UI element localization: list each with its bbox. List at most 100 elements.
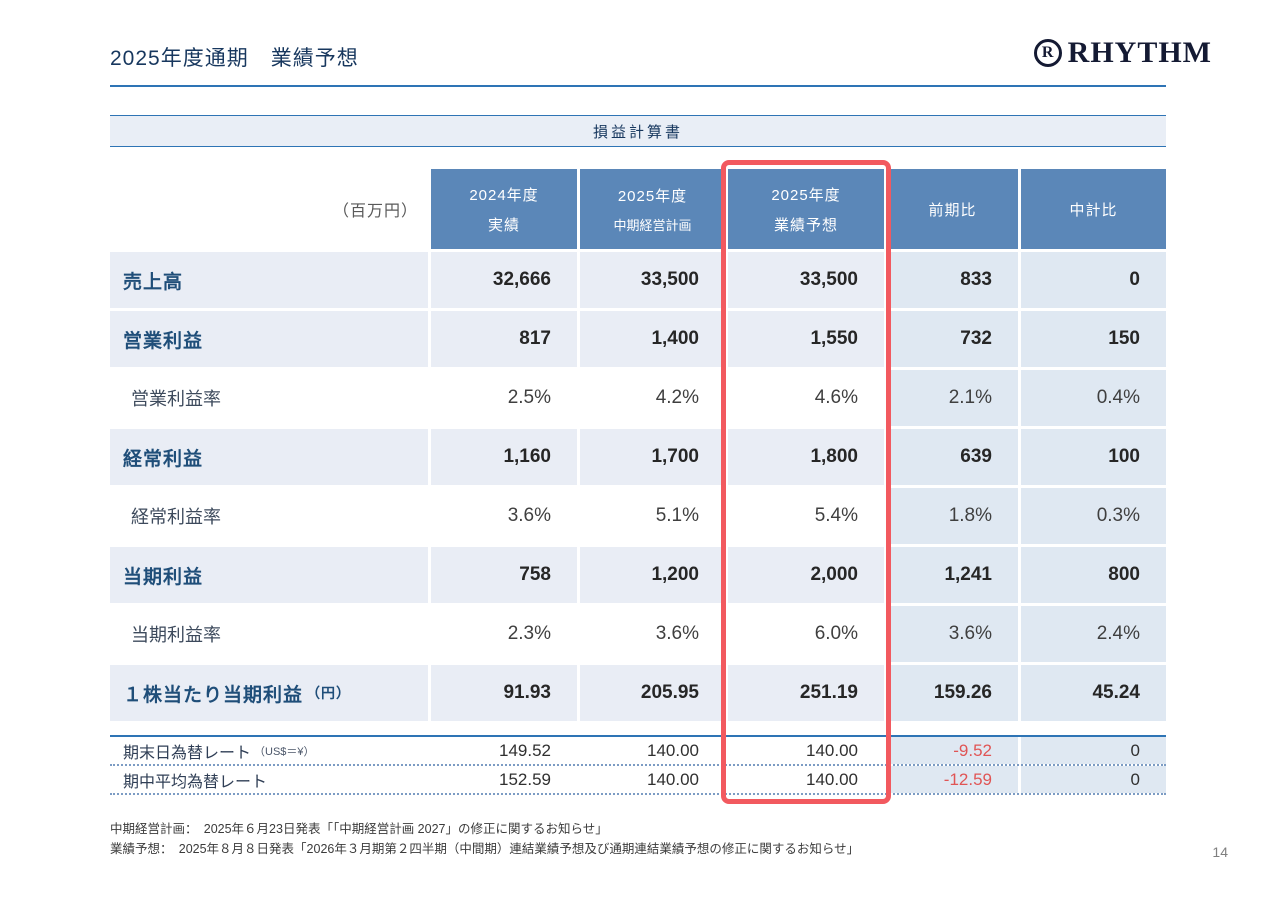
table-cell: 0.3% [1021,488,1166,544]
table-cell: 1,200 [580,547,725,603]
table-cell: 140.00 [580,737,725,764]
table-cell: 150 [1021,311,1166,367]
title-underline [110,85,1166,87]
table-cell: 1,400 [580,311,725,367]
table-cell: 3.6% [887,606,1018,662]
column-header-line1: 2025年度 [617,187,688,205]
table-cell: 33,500 [580,252,725,308]
row-label: 経常利益 [110,429,428,485]
table-row-average-fx-rate: 期中平均為替レート 152.59 140.00 140.00 -12.59 0 [110,766,1166,795]
row-label: 売上高 [110,252,428,308]
table-cell: 2.1% [887,370,1018,426]
table-cell: 0 [1021,737,1166,764]
column-header-vs-midterm-plan: 中計比 [1021,169,1166,249]
rhythm-logo-text: RHYTHM [1067,36,1212,69]
table-cell: 1,550 [728,311,884,367]
column-header-line2: 中期経営計画 [613,217,692,233]
footnote-forecast: 業績予想： 2025年８月８日発表「2026年３月期第２四半期（中間期）連結業績… [110,842,860,856]
footnotes: 中期経営計画： 2025年６月23日発表「「中期経営計画 2027」の修正に関す… [110,819,1166,859]
table-row-net-sales: 売上高 32,666 33,500 33,500 833 0 [110,252,1166,308]
row-label: 期末日為替レート （US$＝¥） [110,737,428,764]
table-cell: 639 [887,429,1018,485]
table-cell: 800 [1021,547,1166,603]
row-label-text: 期末日為替レート [123,744,252,762]
footnote-midterm-plan: 中期経営計画： 2025年６月23日発表「「中期経営計画 2027」の修正に関す… [110,822,608,836]
table-cell: 0 [1021,766,1166,793]
row-label-unit: （US$＝¥） [254,745,315,758]
column-header-line2: 実績 [487,216,520,234]
table-cell: 149.52 [431,737,577,764]
table-cell: 45.24 [1021,665,1166,721]
table-cell: 758 [431,547,577,603]
table-cell: 3.6% [431,488,577,544]
table-cell: 4.6% [728,370,884,426]
row-label: 営業利益率 [110,370,428,426]
table-cell: 32,666 [431,252,577,308]
table-band: 損益計算書 [110,115,1166,147]
page-title: 2025年度通期 業績予想 [110,47,359,70]
row-label-text: １株当たり当期利益 [123,684,304,706]
column-header-fy2024-actual: 2024年度 実績 [431,169,577,249]
table-cell: 1,800 [728,429,884,485]
table-cell: 0.4% [1021,370,1166,426]
page-number: 14 [1212,844,1228,860]
row-label-text: 期中平均為替レート [123,773,268,791]
table-row-net-margin: 当期利益率 2.3% 3.6% 6.0% 3.6% 2.4% [110,606,1166,662]
table-cell: 5.1% [580,488,725,544]
row-label-unit: （円） [306,685,352,701]
table-cell: 100 [1021,429,1166,485]
column-header-line2: 業績予想 [773,216,838,234]
table-row-eps: １株当たり当期利益 （円） 91.93 205.95 251.19 159.26… [110,665,1166,721]
table-cell: 817 [431,311,577,367]
table-cell: 2.4% [1021,606,1166,662]
table-cell: 159.26 [887,665,1018,721]
table-cell: 1,700 [580,429,725,485]
table-cell: 2,000 [728,547,884,603]
rhythm-logo: R RHYTHM [1033,36,1212,70]
table-cell: 152.59 [431,766,577,793]
table-cell: 0 [1021,252,1166,308]
income-statement-table: （百万円） 2024年度 実績 2025年度 中期経営計画 2025年度 業績予… [110,160,1166,804]
table-header-row: （百万円） 2024年度 実績 2025年度 中期経営計画 2025年度 業績予… [110,169,1166,249]
row-label: 期中平均為替レート [110,766,428,793]
table-cell: 205.95 [580,665,725,721]
table-cell: 4.2% [580,370,725,426]
table-body: （百万円） 2024年度 実績 2025年度 中期経営計画 2025年度 業績予… [110,169,1166,721]
table-row-operating-income: 営業利益 817 1,400 1,550 732 150 [110,311,1166,367]
row-label: 当期利益率 [110,606,428,662]
row-label: 営業利益 [110,311,428,367]
column-header-line1: 2024年度 [469,186,539,204]
exchange-rate-section: 期末日為替レート （US$＝¥） 149.52 140.00 140.00 -9… [110,735,1166,795]
table-cell: 833 [887,252,1018,308]
table-row-operating-margin: 営業利益率 2.5% 4.2% 4.6% 2.1% 0.4% [110,370,1166,426]
table-cell: 1,241 [887,547,1018,603]
slide-content: 2025年度通期 業績予想 損益計算書 （百万円） 2024年度 実績 2025… [110,0,1166,859]
table-row-ordinary-margin: 経常利益率 3.6% 5.1% 5.4% 1.8% 0.3% [110,488,1166,544]
table-cell: 251.19 [728,665,884,721]
table-cell: 140.00 [728,737,884,764]
row-label: １株当たり当期利益 （円） [110,665,428,721]
column-header-line1: 2025年度 [771,186,841,204]
table-cell: 732 [887,311,1018,367]
table-cell: 140.00 [728,766,884,793]
table-cell-negative: -9.52 [887,737,1018,764]
table-row-ordinary-income: 経常利益 1,160 1,700 1,800 639 100 [110,429,1166,485]
table-cell: 1,160 [431,429,577,485]
table-cell: 3.6% [580,606,725,662]
column-header-vs-prior-period: 前期比 [887,169,1018,249]
row-label: 経常利益率 [110,488,428,544]
table-cell: 6.0% [728,606,884,662]
table-cell-negative: -12.59 [887,766,1018,793]
table-cell: 91.93 [431,665,577,721]
table-row-net-income: 当期利益 758 1,200 2,000 1,241 800 [110,547,1166,603]
column-header-fy2025-forecast: 2025年度 業績予想 [728,169,884,249]
column-header-fy2025-midterm-plan: 2025年度 中期経営計画 [580,169,725,249]
table-cell: 33,500 [728,252,884,308]
unit-label: （百万円） [332,203,418,220]
table-cell: 1.8% [887,488,1018,544]
table-cell: 5.4% [728,488,884,544]
table-cell: 140.00 [580,766,725,793]
row-label: 当期利益 [110,547,428,603]
table-cell: 2.5% [431,370,577,426]
